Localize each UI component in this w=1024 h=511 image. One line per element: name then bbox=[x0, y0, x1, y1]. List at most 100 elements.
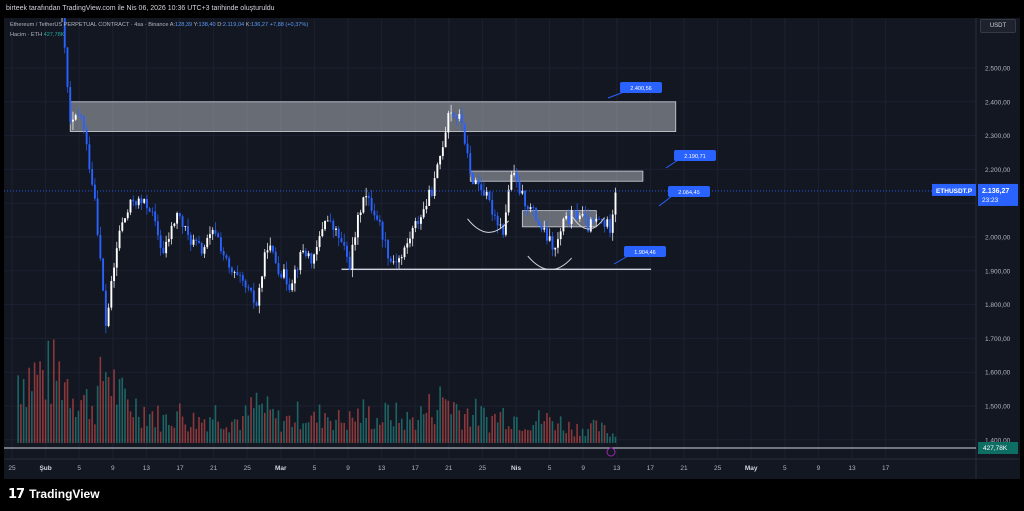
y-tick-label: 1.800,00 bbox=[985, 302, 1011, 309]
volume-bar bbox=[94, 424, 96, 443]
candle-body bbox=[211, 230, 214, 235]
volume-bar bbox=[428, 393, 430, 443]
volume-bar bbox=[337, 409, 340, 443]
candle-body bbox=[576, 210, 579, 220]
volume-bar bbox=[236, 419, 239, 443]
candle-body bbox=[132, 199, 135, 202]
volume-bar bbox=[132, 417, 135, 443]
candle-body bbox=[480, 184, 483, 191]
volume-bar bbox=[392, 426, 395, 443]
candle-body bbox=[233, 272, 236, 273]
candle-body bbox=[332, 220, 335, 230]
volume-bar bbox=[17, 375, 19, 443]
candle-body bbox=[524, 190, 527, 207]
volume-bar bbox=[307, 422, 310, 443]
candle-body bbox=[611, 214, 614, 233]
candle-body bbox=[551, 236, 554, 250]
candle-body bbox=[263, 252, 266, 277]
tradingview-logo: 17 TradingView bbox=[8, 486, 100, 502]
volume-bar bbox=[324, 413, 326, 443]
volume-bar bbox=[496, 422, 499, 443]
volume-last-label: 427,78K bbox=[983, 445, 1008, 452]
candle-body bbox=[113, 267, 116, 282]
tradingview-logo-icon: 17 bbox=[8, 486, 25, 502]
volume-bar bbox=[206, 431, 209, 443]
candle-body bbox=[428, 189, 431, 206]
volume-bar bbox=[299, 429, 302, 443]
candle-body bbox=[274, 251, 277, 264]
chart-pane[interactable]: 2.500,002.400,002.300,002.200,002.100,00… bbox=[4, 18, 1020, 479]
x-tick-label: 17 bbox=[176, 465, 184, 472]
candle-body bbox=[80, 115, 83, 117]
candle-body bbox=[72, 119, 74, 122]
volume-bar bbox=[302, 423, 304, 443]
volume-bar bbox=[135, 398, 137, 443]
volume-bar bbox=[121, 377, 124, 443]
price-label: 1.904,46 bbox=[634, 250, 655, 256]
volume-bar bbox=[442, 397, 444, 443]
candle-body bbox=[299, 252, 302, 271]
candle-body bbox=[104, 290, 107, 326]
volume-bar bbox=[384, 402, 387, 443]
x-tick-label: 9 bbox=[817, 465, 821, 472]
candle-body bbox=[288, 284, 291, 291]
candle-body bbox=[137, 198, 140, 206]
legend-row-volume: Hacim · ETH 427,78K bbox=[10, 30, 308, 40]
volume-bar bbox=[559, 416, 562, 443]
legend-high-value: 138,40 bbox=[198, 22, 216, 28]
candle-body bbox=[74, 115, 77, 120]
currency-button[interactable]: USDT bbox=[980, 19, 1016, 33]
candle-body bbox=[154, 211, 157, 222]
chart-legend: Ethereum / TetherUS PERPETUAL CONTRACT ·… bbox=[10, 20, 308, 40]
candle-body bbox=[502, 224, 505, 235]
volume-bar bbox=[546, 412, 548, 443]
candle-body bbox=[77, 115, 80, 116]
volume-bar bbox=[129, 411, 132, 443]
volume-bar bbox=[406, 411, 409, 443]
x-tick-label: 17 bbox=[412, 465, 420, 472]
candle-body bbox=[378, 219, 381, 222]
candle-body bbox=[261, 276, 263, 288]
candle-body bbox=[69, 86, 72, 122]
candle-body bbox=[348, 256, 351, 270]
countdown-label: 23:23 bbox=[982, 197, 999, 204]
volume-bar bbox=[483, 407, 485, 443]
volume-bar bbox=[274, 418, 277, 443]
volume-bar bbox=[480, 406, 483, 443]
candle-body bbox=[318, 236, 321, 248]
candle-body bbox=[587, 216, 590, 232]
candle-body bbox=[313, 254, 316, 264]
legend-close-value: 136,27 +7,88 (+0,37%) bbox=[251, 22, 309, 28]
volume-bar bbox=[411, 417, 414, 443]
volume-bar bbox=[398, 422, 400, 443]
price-chart[interactable]: 2.500,002.400,002.300,002.200,002.100,00… bbox=[4, 18, 1020, 479]
candle-body bbox=[326, 220, 329, 222]
volume-bar bbox=[258, 405, 261, 443]
candle-body bbox=[272, 245, 274, 252]
volume-bar bbox=[365, 417, 367, 443]
x-tick-label: 21 bbox=[445, 465, 453, 472]
candle-body bbox=[324, 220, 326, 230]
volume-bar bbox=[157, 405, 159, 443]
volume-bar bbox=[110, 396, 113, 443]
candle-body bbox=[518, 181, 521, 194]
hand-drawn-arc bbox=[527, 255, 573, 271]
candle-body bbox=[346, 245, 348, 257]
candle-body bbox=[537, 220, 540, 226]
volume-bar bbox=[255, 392, 258, 443]
volume-bar bbox=[513, 416, 515, 443]
volume-bar bbox=[288, 415, 291, 443]
volume-bar bbox=[179, 403, 181, 443]
last-price-badge bbox=[978, 183, 1018, 206]
volume-bar bbox=[313, 411, 315, 443]
volume-bar bbox=[565, 433, 567, 443]
price-label: 2.084,45 bbox=[678, 190, 699, 196]
volume-bar bbox=[310, 415, 313, 443]
candle-body bbox=[417, 221, 420, 224]
hand-drawn-arc bbox=[571, 215, 605, 230]
symbol-badge bbox=[932, 183, 976, 196]
volume-bar bbox=[192, 412, 195, 443]
price-label-box bbox=[620, 82, 662, 93]
volume-bar bbox=[113, 369, 115, 443]
volume-bar bbox=[502, 407, 504, 443]
